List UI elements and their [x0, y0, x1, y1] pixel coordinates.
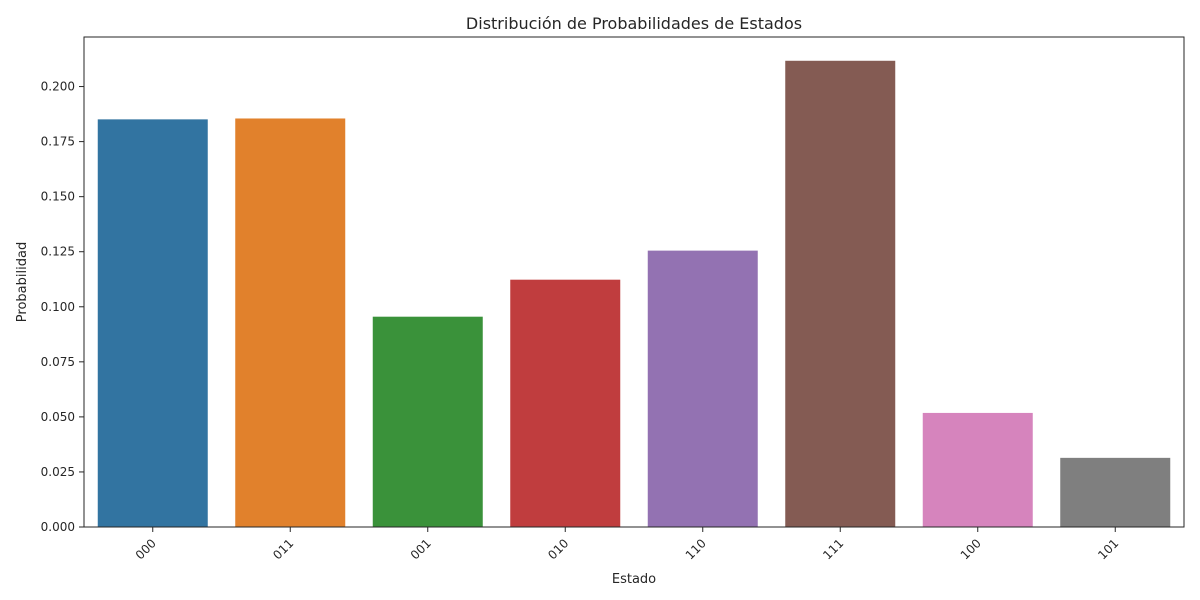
- y-axis-label: Probabilidad: [15, 242, 30, 322]
- bar-011: [235, 118, 346, 527]
- y-tick-label: 0.125: [41, 245, 75, 259]
- y-axis-ticks: 0.000 0.025 0.050 0.075 0.100 0.125 0.150 0.175…: [41, 80, 84, 534]
- x-axis-label: Estado: [612, 572, 656, 587]
- y-tick-label: 0.025: [41, 465, 75, 479]
- bar-101: [1060, 457, 1171, 527]
- bar-000: [97, 119, 208, 528]
- bars-group: [97, 60, 1171, 528]
- bar-111: [785, 60, 896, 527]
- bar-001: [372, 316, 483, 527]
- plot-frame: [83, 36, 1185, 528]
- y-tick-label: 0.200: [41, 80, 75, 94]
- bar-110: [647, 250, 758, 527]
- y-tick-label: 0.100: [41, 300, 75, 314]
- bar-100: [922, 412, 1033, 527]
- y-tick-label: 0.075: [41, 355, 75, 369]
- y-tick-label: 0.050: [41, 410, 75, 424]
- bar-010: [510, 279, 621, 527]
- y-tick-label: 0.000: [41, 520, 75, 534]
- chart-title: Distribución de Probabilidades de Estado…: [466, 14, 802, 33]
- y-tick-label: 0.175: [41, 135, 75, 149]
- y-tick-label: 0.150: [41, 190, 75, 204]
